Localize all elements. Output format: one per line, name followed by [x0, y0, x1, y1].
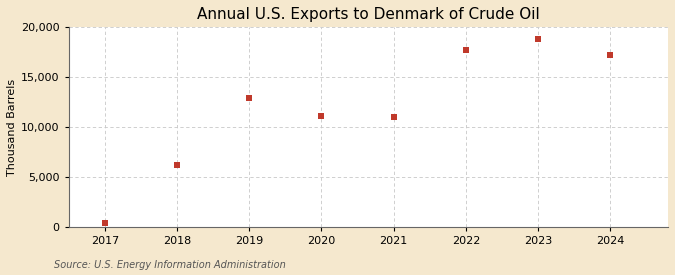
Point: [316, 114, 327, 118]
Title: Annual U.S. Exports to Denmark of Crude Oil: Annual U.S. Exports to Denmark of Crude …: [197, 7, 540, 22]
Point: [244, 96, 254, 100]
Point: [460, 48, 471, 53]
Point: [171, 163, 182, 167]
Point: [99, 221, 110, 225]
Text: Source: U.S. Energy Information Administration: Source: U.S. Energy Information Administ…: [54, 260, 286, 270]
Point: [533, 37, 543, 42]
Point: [388, 115, 399, 119]
Y-axis label: Thousand Barrels: Thousand Barrels: [7, 79, 17, 176]
Point: [605, 53, 616, 57]
